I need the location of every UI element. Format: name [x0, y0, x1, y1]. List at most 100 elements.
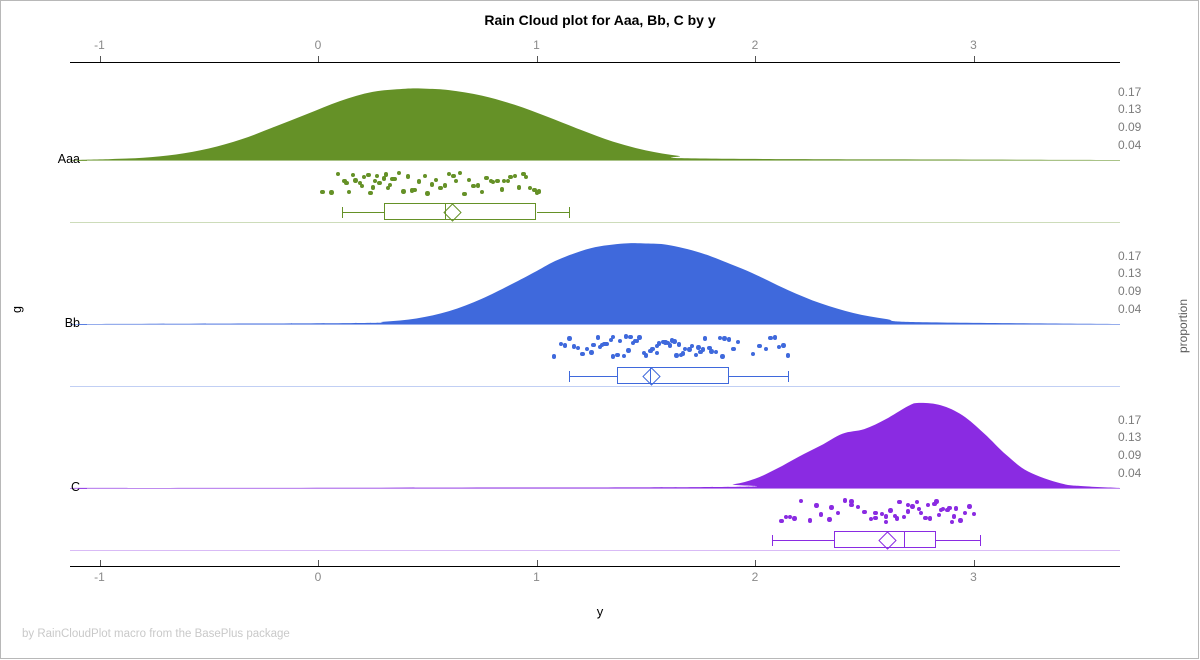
scatter-dot — [641, 350, 646, 355]
scatter-dot — [361, 175, 367, 180]
scatter-dot — [458, 170, 463, 176]
scatter-dot — [401, 189, 406, 194]
scatter-dot — [512, 174, 518, 179]
x-axis-bottom — [70, 566, 1120, 567]
scatter-dot — [617, 339, 622, 344]
scatter-dot — [892, 513, 898, 519]
panel-baseline — [70, 160, 1120, 161]
scatter-dot — [694, 352, 699, 358]
proportion-tick-label: 0.09 — [1118, 284, 1142, 298]
scatter-dot — [901, 514, 906, 520]
scatter-dot — [905, 509, 911, 514]
scatter-dot — [604, 341, 609, 347]
scatter-dot — [927, 516, 933, 521]
scatter-dot — [630, 341, 636, 346]
proportion-tick-label: 0.17 — [1118, 413, 1142, 427]
scatter-dot — [466, 177, 472, 183]
scatter-dot — [798, 499, 804, 504]
scatter-dot — [370, 185, 376, 190]
scatter-dot — [597, 344, 603, 350]
scatter-dot — [910, 504, 915, 509]
x-tick-label: 3 — [970, 38, 977, 52]
scatter-dot — [895, 516, 900, 521]
box — [617, 367, 729, 384]
whisker-low-cap — [569, 370, 571, 382]
scatter-dot — [842, 498, 847, 503]
scatter-dot — [368, 190, 373, 195]
panel-separator — [70, 550, 1120, 551]
scatter-dot — [635, 338, 640, 343]
scatter-dot — [934, 499, 939, 504]
scatter-dot — [962, 510, 968, 516]
scatter-dot — [517, 185, 522, 190]
scatter-dot — [726, 337, 732, 342]
scatter-dot — [335, 171, 341, 176]
scatter-dot — [873, 515, 878, 520]
scatter-dot — [925, 502, 930, 508]
whisker-high-cap — [569, 206, 571, 218]
scatter-dot — [344, 181, 349, 186]
scatter-dot — [433, 177, 439, 183]
scatter-dot — [718, 335, 723, 341]
scatter-dot — [462, 191, 467, 197]
scatter-dot — [438, 185, 443, 190]
scatter-dot — [698, 349, 703, 354]
scatter-dot — [654, 350, 660, 356]
scatter-dot — [687, 347, 692, 352]
scatter-dot — [674, 353, 679, 358]
scatter-dot — [536, 189, 542, 194]
scatter-dot — [471, 183, 476, 189]
median-line — [903, 531, 905, 548]
scatter-dot — [680, 351, 686, 356]
scatter-dot — [731, 346, 736, 352]
proportion-tick-label: 0.04 — [1118, 138, 1142, 152]
scatter-dot — [416, 179, 421, 184]
proportion-tick-label: 0.04 — [1118, 302, 1142, 316]
scatter-dot — [591, 343, 596, 348]
x-tick — [973, 56, 975, 62]
scatter-dot — [580, 351, 585, 357]
proportion-tick-label: 0.17 — [1118, 85, 1142, 99]
scatter-dot — [648, 349, 653, 354]
panel-separator — [70, 386, 1120, 387]
scatter-dot — [372, 178, 378, 184]
scatter-dot — [412, 187, 417, 193]
whisker-low-cap — [772, 534, 774, 546]
scatter-dot — [626, 348, 631, 353]
scatter-dot — [595, 335, 601, 340]
scatter-dot — [453, 178, 459, 184]
proportion-tick-label: 0.13 — [1118, 102, 1142, 116]
scatter-dot — [571, 344, 577, 349]
scatter-dot — [905, 503, 911, 508]
scatter-dot — [884, 519, 889, 525]
scatter-dot — [383, 172, 389, 177]
x-tick — [755, 560, 756, 566]
scatter-dot — [392, 176, 397, 181]
x-tick-label: 0 — [314, 38, 322, 52]
scatter-dot — [532, 187, 537, 193]
scatter-dot — [484, 176, 489, 181]
scatter-dot — [914, 499, 920, 505]
group-tick — [78, 488, 87, 489]
whisker-low-line — [342, 211, 384, 213]
group-tick — [78, 160, 87, 161]
x-axis-top — [70, 62, 1120, 63]
scatter-dot — [495, 178, 500, 183]
scatter-dot — [897, 499, 902, 504]
scatter-dot — [551, 354, 557, 359]
scatter-dot — [447, 171, 452, 177]
scatter-dot — [709, 349, 714, 354]
scatter-dot — [353, 178, 358, 183]
scatter-dot — [667, 343, 673, 348]
proportion-tick-label: 0.13 — [1118, 266, 1142, 280]
scatter-dot — [777, 344, 782, 350]
scatter-dot — [678, 352, 684, 358]
scatter-dot — [523, 174, 528, 180]
group-tick — [78, 324, 87, 325]
x-tick-label: 0 — [314, 570, 322, 584]
scatter-dot — [567, 336, 572, 341]
scatter-dot — [506, 178, 511, 183]
scatter-dot — [814, 503, 819, 508]
